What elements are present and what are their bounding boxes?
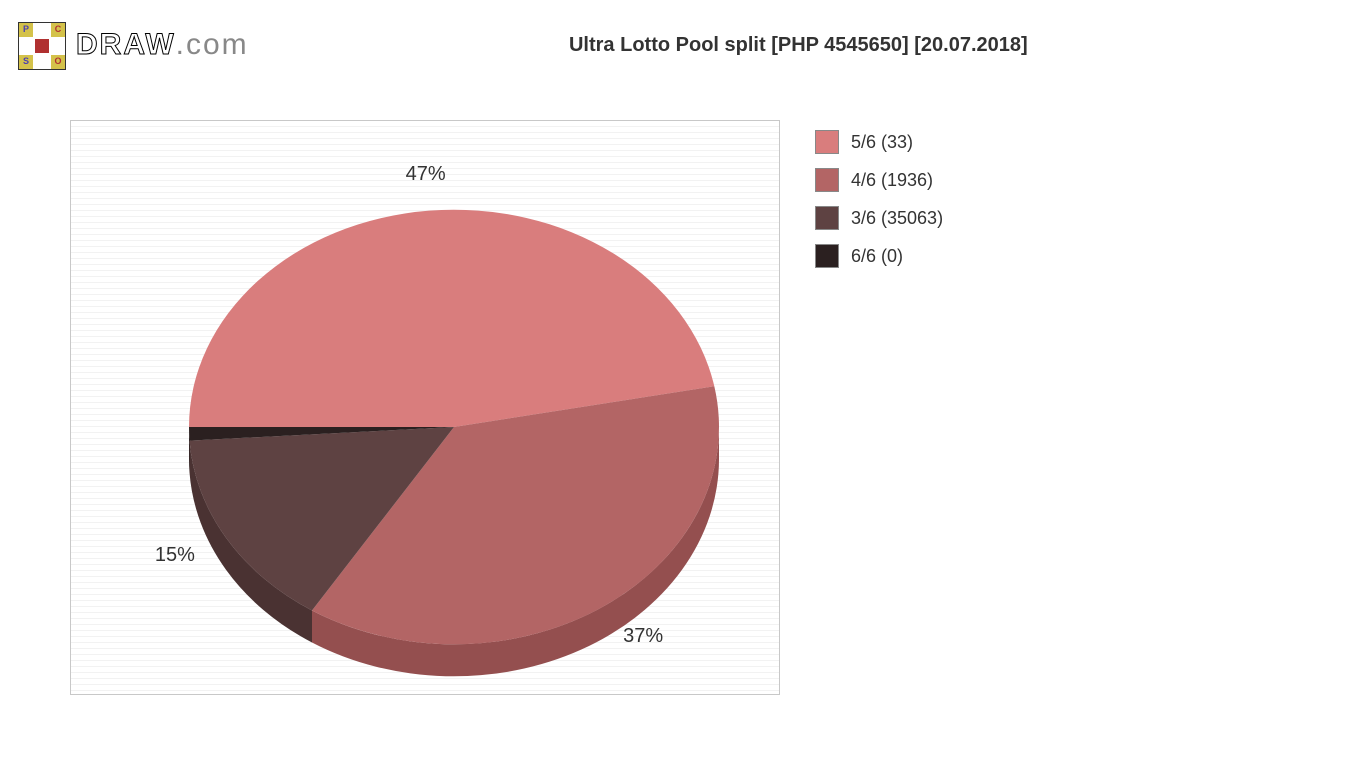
pie-chart: 47% 37% 15% [71,121,779,694]
legend-item: 6/6 (0) [815,244,943,268]
legend-label: 3/6 (35063) [851,208,943,229]
chart-legend: 5/6 (33) 4/6 (1936) 3/6 (35063) 6/6 (0) [815,130,943,282]
legend-swatch [815,130,839,154]
site-logo: P C S O [18,22,68,68]
pie-slice [189,210,714,427]
legend-label: 5/6 (33) [851,132,913,153]
slice-label: 37% [623,625,663,647]
legend-item: 4/6 (1936) [815,168,943,192]
legend-item: 3/6 (35063) [815,206,943,230]
legend-item: 5/6 (33) [815,130,943,154]
brand-text: DRAW.com [76,28,249,62]
legend-label: 6/6 (0) [851,246,903,267]
legend-swatch [815,244,839,268]
chart-title: Ultra Lotto Pool split [PHP 4545650] [20… [569,34,1028,56]
legend-label: 4/6 (1936) [851,170,933,191]
chart-area: 47% 37% 15% [70,120,780,695]
page-header: P C S O DRAW.com Ultra Lotto Pool split … [18,22,1348,68]
legend-swatch [815,168,839,192]
slice-label: 15% [155,544,195,566]
slice-label: 47% [406,163,446,185]
legend-swatch [815,206,839,230]
